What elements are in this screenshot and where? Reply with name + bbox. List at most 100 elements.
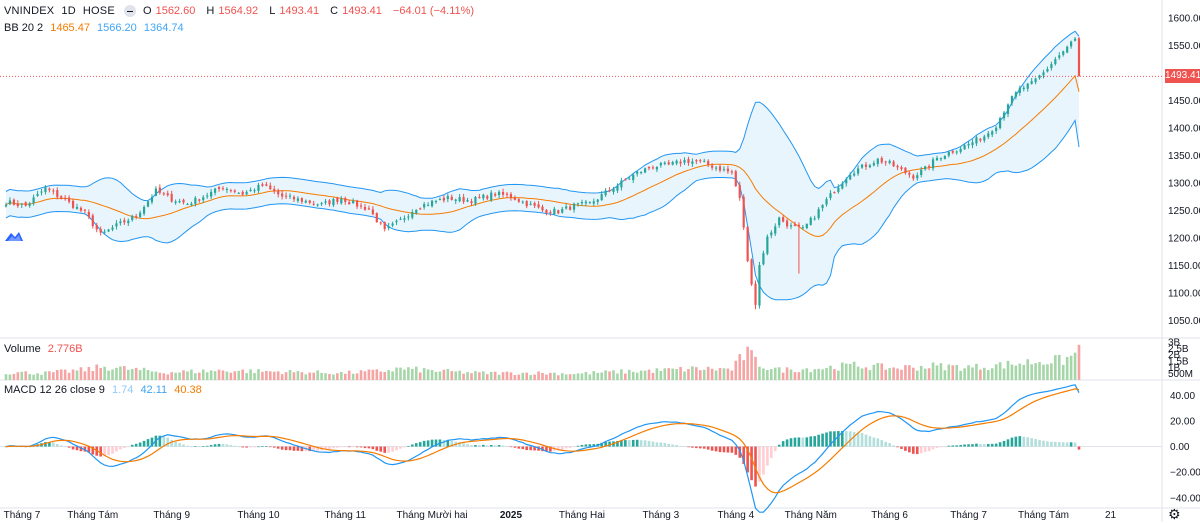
macd-histogram-bar [99, 446, 102, 457]
volume-bar [261, 371, 264, 380]
gear-icon[interactable]: ⚙ [1168, 506, 1181, 522]
price-axis-tick: 1050.00 [1168, 316, 1200, 327]
volume-bar [1065, 356, 1069, 380]
candle-body [612, 189, 615, 192]
candle-body [916, 175, 919, 179]
macd-histogram-bar [983, 444, 986, 447]
volume-bar [627, 369, 631, 380]
time-axis-label: Tháng 10 [237, 510, 280, 521]
candle-body [999, 118, 1002, 129]
candle-body [687, 159, 690, 164]
volume-bar [1069, 355, 1073, 380]
macd-histogram-bar [458, 442, 461, 447]
volume-bar [1073, 352, 1077, 380]
macd-histogram-bar [111, 446, 114, 454]
candle-body [817, 209, 820, 219]
volume-bar [746, 346, 749, 380]
candle-body [399, 218, 402, 220]
volume-bar [340, 371, 343, 380]
volume-bar [864, 367, 868, 380]
candle-body [44, 187, 47, 193]
volume-bar [537, 371, 540, 380]
volume-bar [1050, 363, 1053, 380]
candle-body [474, 196, 477, 204]
candle-body [438, 199, 442, 201]
volume-bar [766, 369, 769, 380]
volume-bar [418, 372, 422, 380]
volume-bar [1034, 363, 1037, 380]
candle-body [32, 197, 35, 204]
candle-body [478, 197, 481, 199]
macd-histogram-bar [422, 440, 426, 447]
volume-bar [205, 372, 209, 380]
macd-histogram-bar [829, 431, 832, 447]
macd-histogram-bar [627, 440, 631, 447]
volume-legend[interactable]: Volume 2.776B [4, 342, 87, 356]
tradingview-logo-icon[interactable] [4, 229, 24, 243]
volume-bar [154, 371, 158, 380]
candle-body [430, 200, 434, 207]
macd-histogram-bar [825, 432, 828, 447]
volume-bar [580, 373, 584, 380]
macd-histogram-bar [876, 438, 880, 447]
candle-body [119, 221, 122, 224]
volume-bar [959, 370, 962, 380]
macd-histogram-bar [675, 444, 678, 447]
time-axis-label: 2025 [500, 510, 523, 521]
time-axis-label: Tháng 4 [717, 510, 754, 521]
candle-body [750, 259, 753, 285]
macd-histogram-bar [801, 437, 805, 447]
candle-body [103, 231, 106, 233]
macd-histogram-bar [134, 443, 138, 447]
macd-histogram-bar [407, 446, 410, 447]
volume-bar [142, 367, 146, 380]
macd-histogram-bar [979, 444, 982, 447]
macd-histogram-bar [509, 446, 513, 448]
candle-body [537, 204, 540, 208]
volume-bar [194, 373, 197, 380]
high-value: 1564.92 [218, 5, 259, 17]
volume-bar [841, 362, 844, 380]
candle-body [8, 200, 12, 205]
collapse-icon[interactable] [123, 5, 136, 18]
candle-body [324, 201, 327, 203]
volume-bar [860, 368, 864, 380]
candle-body [592, 201, 595, 204]
candle-body [111, 227, 114, 230]
macd-histogram-bar [174, 441, 177, 447]
macd-histogram-bar [316, 446, 319, 451]
macd-histogram-bar [706, 446, 710, 450]
volume-bar [272, 371, 276, 380]
volume-bar [249, 369, 252, 380]
macd-histogram-bar [545, 446, 548, 452]
macd-histogram-bar [608, 441, 611, 447]
candle-body [983, 136, 986, 141]
volume-bar [182, 370, 185, 380]
macd-histogram-bar [505, 445, 509, 447]
candle-body [561, 208, 564, 213]
macd-histogram-bar [671, 444, 674, 447]
candle-body [1042, 72, 1045, 76]
candle-body [190, 203, 193, 206]
volume-bar [521, 372, 525, 380]
macd-legend[interactable]: MACD 12 26 close 9 1.74 42.11 40.38 [4, 383, 206, 397]
macd-histogram-bar [718, 446, 722, 453]
bb-lower-value: 1364.74 [143, 22, 184, 34]
volume-bar [347, 370, 351, 380]
volume-bar [501, 372, 505, 380]
volume-bar [336, 373, 339, 380]
volume-bar [75, 370, 79, 380]
volume-bar [967, 365, 970, 380]
volume-bar [738, 354, 742, 380]
bb-legend[interactable]: BB 20 2 1465.47 1566.20 1364.74 [4, 21, 188, 35]
macd-histogram-bar [225, 444, 229, 447]
candle-body [178, 201, 181, 203]
macd-histogram-bar [91, 446, 95, 455]
macd-histogram-bar [848, 431, 852, 447]
volume-bar [553, 372, 556, 380]
macd-histogram-bar [564, 446, 568, 449]
candle-body [569, 206, 572, 210]
interval-label[interactable]: 1D [61, 5, 76, 17]
macd-histogram-bar [474, 445, 477, 447]
